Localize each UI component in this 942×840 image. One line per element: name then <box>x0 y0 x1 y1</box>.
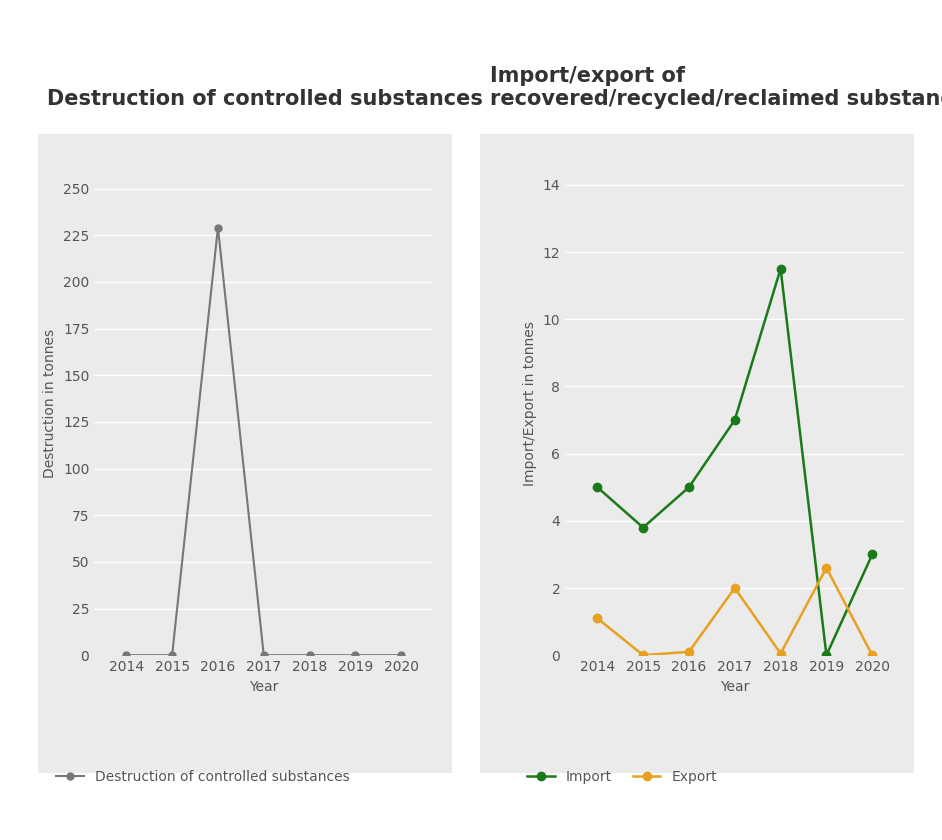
Import <box>867 549 878 559</box>
X-axis label: Year: Year <box>249 680 279 694</box>
Export <box>683 647 694 657</box>
X-axis label: Year: Year <box>720 680 750 694</box>
Export <box>820 563 832 573</box>
Export <box>592 613 603 623</box>
Export <box>638 650 649 660</box>
Import <box>638 522 649 533</box>
Legend: Import, Export: Import, Export <box>521 764 723 790</box>
Import <box>683 482 694 492</box>
Export <box>867 650 878 660</box>
Text: Import/export of
recovered/recycled/reclaimed substances: Import/export of recovered/recycled/recl… <box>490 66 942 109</box>
Legend: Destruction of controlled substances: Destruction of controlled substances <box>50 764 355 790</box>
Export <box>775 648 787 659</box>
Import <box>820 650 832 660</box>
Import <box>592 482 603 492</box>
Export <box>729 583 740 593</box>
Line: Export: Export <box>593 564 876 659</box>
Import <box>775 264 787 274</box>
Y-axis label: Destruction in tonnes: Destruction in tonnes <box>43 328 57 478</box>
Import <box>729 415 740 425</box>
Y-axis label: Import/Export in tonnes: Import/Export in tonnes <box>523 321 537 486</box>
Line: Import: Import <box>593 265 876 659</box>
Text: Destruction of controlled substances: Destruction of controlled substances <box>47 89 483 109</box>
